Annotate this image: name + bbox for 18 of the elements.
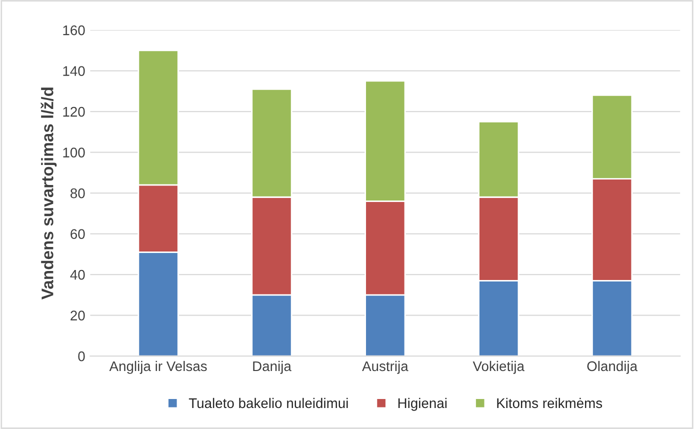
y-tick-label: 0	[78, 351, 85, 362]
x-tick-label: Olandija	[587, 360, 638, 374]
y-tick-label: 80	[70, 188, 85, 198]
y-tick-label: 120	[63, 106, 85, 117]
legend-label: Kitoms reikmėms	[497, 398, 602, 408]
y-tick-label: 160	[63, 25, 85, 36]
x-tick-label: Danija	[253, 360, 292, 374]
x-tick-label: Vokietija	[472, 360, 524, 374]
legend-label: Higienai	[398, 398, 447, 411]
y-tick-label: 140	[63, 66, 85, 76]
x-tick-label: Austrija	[362, 360, 408, 374]
y-tick-label: 60	[70, 229, 85, 239]
y-tick-label: 100	[63, 148, 85, 158]
y-tick-label: 40	[70, 270, 85, 280]
y-tick-label: 20	[70, 310, 85, 320]
x-tick-label: Anglija ir Velsas	[109, 360, 207, 374]
y-axis-title: Vandens suvartojimas l/ž/d	[40, 88, 57, 300]
legend-label: Tualeto bakelio nuleidimui	[188, 398, 348, 408]
